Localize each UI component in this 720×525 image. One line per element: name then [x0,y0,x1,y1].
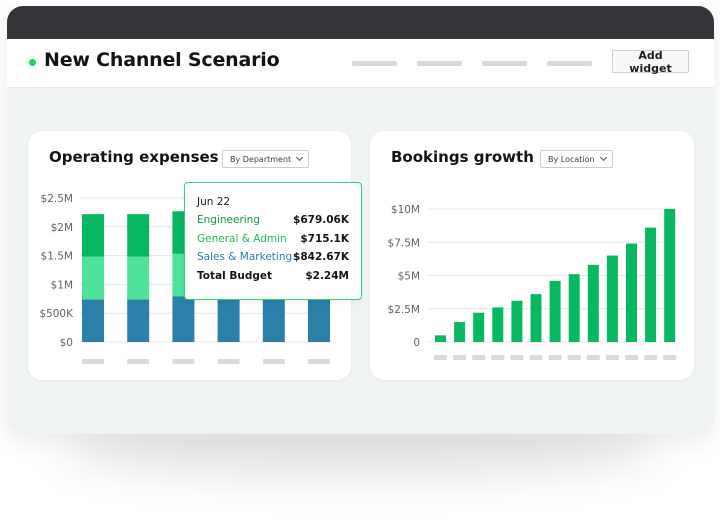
chart-tooltip: Jun 22 Engineering $679.06K General & Ad… [184,182,362,300]
tooltip-date: Jun 22 [197,196,231,208]
tooltip-value: $715.1K [300,233,349,245]
tooltip-label: Engineering [197,214,260,226]
x-tick-placeholder [262,359,285,364]
y-tick-label: $0 [60,337,73,349]
nav-placeholder-4[interactable] [547,61,592,66]
tooltip-label: Sales & Marketing [197,251,293,263]
bar-segment [82,299,104,342]
bookings-growth-card: Bookings growth By Location 0 $2.5M $5M $7.… [370,131,694,380]
bar-segment [217,299,240,342]
location-dropdown[interactable]: By Location [540,150,613,168]
bar [645,227,657,342]
bar [473,312,485,342]
y-tick-label: $5M [398,271,420,283]
operating-expenses-title: Operating expenses [49,148,219,166]
tooltip-label: General & Admin [197,233,287,245]
x-tick-placeholder [548,355,562,360]
y-tick-label: $1M [51,279,73,291]
bar-segment [82,256,104,300]
x-tick-placeholder [625,355,638,360]
tooltip-label: Total Budget [197,270,272,282]
x-tick-placeholder [127,359,150,364]
x-tick-placeholder [172,359,195,364]
bar-segment [308,299,330,342]
bookings-growth-chart: 0 $2.5M $5M $7.5M $10M [388,204,677,360]
bookings-growth-title: Bookings growth [391,148,534,166]
x-tick-placeholder [434,355,447,360]
x-tick-placeholder [644,355,658,360]
x-tick-placeholder [663,355,677,360]
location-dropdown-label: By Location [548,154,595,164]
page-header: New Channel Scenario Add widget [7,39,714,88]
nav-placeholder-1[interactable] [352,61,397,66]
bar [435,335,446,342]
bar [549,280,561,342]
x-tick-placeholder [529,355,543,360]
x-tick-placeholder [491,355,505,360]
bar [454,322,466,342]
bar [606,255,618,342]
add-widget-button[interactable]: Add widget [612,49,689,75]
page-title: New Channel Scenario [44,49,280,71]
y-tick-label: $2.5M [41,193,73,205]
bar [587,264,599,342]
y-tick-label: $10M [391,204,420,216]
tooltip-row-general-admin: General & Admin $715.1K [197,233,349,245]
bar-segment [82,214,104,257]
y-tick-label: $2M [51,222,73,234]
y-tick-label: 0 [413,337,420,349]
x-tick-placeholder [308,359,330,364]
x-tick-placeholder [605,355,619,360]
window-titlebar [7,6,714,39]
x-tick-placeholder [472,355,486,360]
department-dropdown[interactable]: By Department [222,150,310,168]
y-tick-label: $500K [39,308,74,320]
x-tick-placeholder [510,355,524,360]
bar [626,243,637,342]
x-tick-placeholder [586,355,600,360]
bar-segment [172,296,195,342]
y-tick-label: $1.5M [41,251,73,263]
bar-segment [262,299,285,342]
tooltip-row-engineering: Engineering $679.06K [197,214,349,226]
x-tick-placeholder [567,355,581,360]
x-tick-placeholder [217,359,240,364]
x-tick-placeholder [82,359,104,364]
bar [511,300,523,342]
bar [530,294,542,342]
bar-segment [127,214,150,257]
tooltip-row-sales-marketing: Sales & Marketing $842.67K [197,251,349,263]
bar-segment [127,299,150,342]
nav-placeholder-2[interactable] [417,61,462,66]
bar [568,274,580,342]
department-dropdown-label: By Department [230,154,292,164]
bar [664,209,676,342]
tooltip-value: $842.67K [293,251,349,263]
tooltip-value: $679.06K [293,214,349,226]
status-dot-icon [29,59,36,66]
y-tick-label: $2.5M [388,304,420,316]
tooltip-row-total-budget: Total Budget $2.24M [197,270,349,282]
bar [492,307,504,342]
y-tick-label: $7.5M [388,237,420,249]
bar-segment [127,256,150,300]
tooltip-value: $2.24M [305,270,349,282]
x-tick-placeholder [453,355,467,360]
nav-placeholder-3[interactable] [482,61,527,66]
